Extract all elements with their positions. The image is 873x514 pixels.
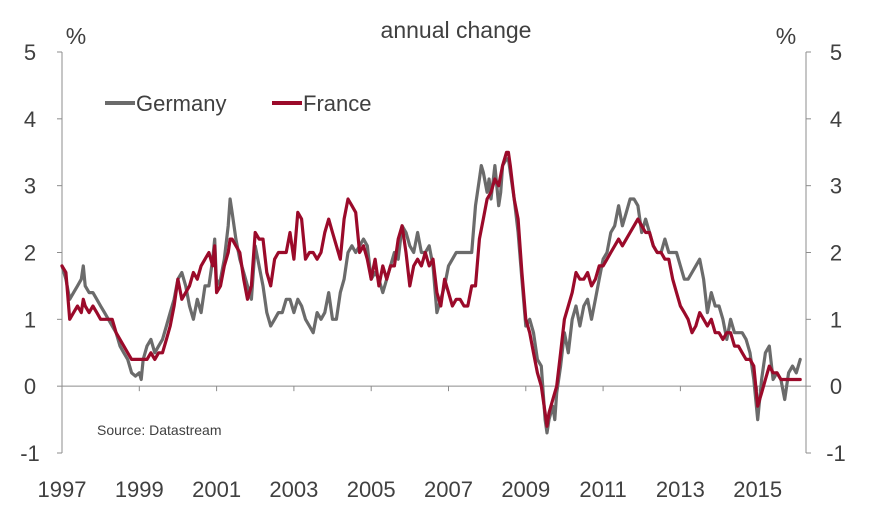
right-y-tick-label: 4 <box>830 107 842 132</box>
x-tick-label: 2007 <box>424 477 473 502</box>
source-note: Source: Datastream <box>97 422 222 438</box>
series-line-germany <box>60 157 802 435</box>
x-tick-label: 2001 <box>192 477 241 502</box>
right-y-tick-label: 5 <box>830 40 842 65</box>
x-tick-label: 1997 <box>38 477 87 502</box>
x-tick-label: 2003 <box>269 477 318 502</box>
x-tick-label: 2015 <box>733 477 782 502</box>
right-y-tick-label: 2 <box>830 241 842 266</box>
legend: Germany France <box>105 91 371 116</box>
left-unit-label: % <box>66 23 86 49</box>
x-tick-label: 2013 <box>656 477 705 502</box>
axes: -1 -1 0 0 1 1 2 2 3 3 4 4 5 5 1997 1999 2001 2003 2005 2007… <box>20 40 846 502</box>
series-line-france <box>60 150 802 428</box>
legend-label-france: France <box>303 91 371 116</box>
x-tick-label: 2009 <box>501 477 550 502</box>
left-y-tick-label: 3 <box>24 174 36 199</box>
series-lines <box>60 150 802 435</box>
x-tick-label: 1999 <box>115 477 164 502</box>
left-y-tick-label: 4 <box>24 107 36 132</box>
left-y-tick-label: 5 <box>24 40 36 65</box>
left-y-tick-label: 0 <box>24 374 36 399</box>
right-y-tick-label: 0 <box>830 374 842 399</box>
left-y-tick-label: 2 <box>24 241 36 266</box>
x-tick-label: 2011 <box>579 477 626 502</box>
right-y-tick-label: -1 <box>826 441 846 466</box>
legend-label-germany: Germany <box>136 91 226 116</box>
right-unit-label: % <box>776 23 796 49</box>
left-y-tick-label: 1 <box>24 307 36 332</box>
right-y-tick-label: 3 <box>830 174 842 199</box>
x-tick-label: 2005 <box>347 477 396 502</box>
chart-title: annual change <box>381 17 532 43</box>
right-y-tick-label: 1 <box>830 307 842 332</box>
left-y-tick-label: -1 <box>20 441 40 466</box>
